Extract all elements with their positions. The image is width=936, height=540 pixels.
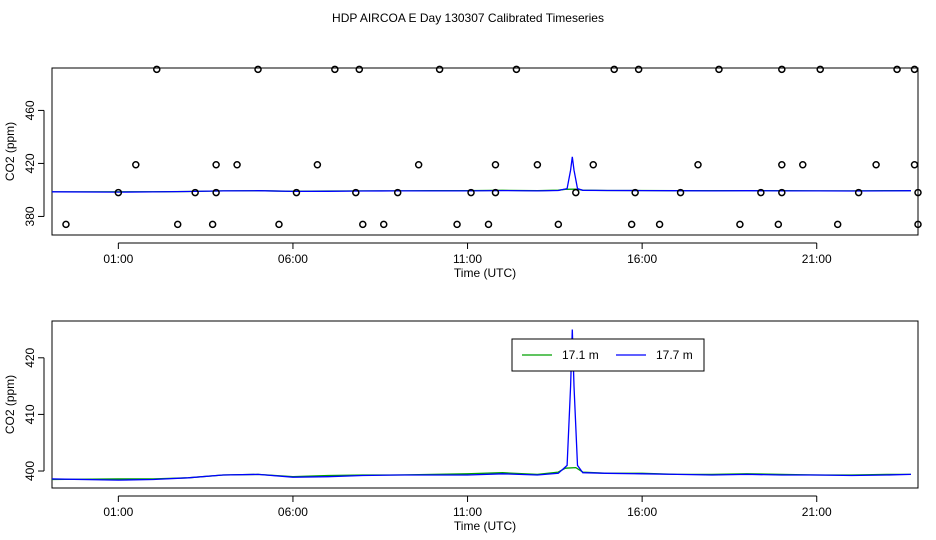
calibration-point xyxy=(627,220,636,229)
calibration-point xyxy=(352,188,360,197)
legend-label: 17.7 m xyxy=(656,348,693,362)
calibration-point xyxy=(275,220,283,229)
calibration-point xyxy=(355,65,364,74)
calibration-point xyxy=(910,65,919,74)
calibration-point xyxy=(313,161,322,169)
plot-frame xyxy=(51,67,919,236)
x-tick-label: 01:00 xyxy=(103,252,133,266)
y-tick-label: 410 xyxy=(23,404,37,424)
y-tick-label: 380 xyxy=(23,206,37,226)
calibration-point xyxy=(610,65,618,74)
calibration-point xyxy=(778,65,786,74)
calibration-point xyxy=(778,188,786,197)
series-line-blue xyxy=(52,156,912,193)
x-axis-title: Time (UTC) xyxy=(454,266,516,280)
top-panel: 01:00 06:00 11:00 16:00 21:00 Time (UTC) 380 42… xyxy=(3,65,922,280)
calibration-point xyxy=(634,65,643,74)
calibration-point xyxy=(114,188,123,197)
calibration-point xyxy=(533,161,542,169)
calibration-point xyxy=(254,65,262,74)
legend-label: 17.1 m xyxy=(562,348,599,362)
calibration-point xyxy=(631,188,639,197)
calibration-point xyxy=(655,220,664,229)
calibration-point xyxy=(715,65,723,74)
y-tick-label: 400 xyxy=(23,461,37,481)
calibration-point xyxy=(833,220,842,229)
calibration-point xyxy=(491,161,500,169)
x-tick-label: 06:00 xyxy=(278,252,308,266)
calibration-point xyxy=(212,161,220,169)
calibration-point xyxy=(62,220,70,229)
calibration-point xyxy=(467,188,475,197)
x-tick-label: 11:00 xyxy=(453,252,482,266)
calibration-point xyxy=(292,188,301,197)
calibration-point xyxy=(799,161,807,169)
x-tick-label: 16:00 xyxy=(627,252,657,266)
calibration-point xyxy=(393,188,402,197)
calibration-point xyxy=(914,220,922,229)
calibration-point xyxy=(359,220,367,229)
calibration-point xyxy=(233,161,241,169)
x-tick-label: 01:00 xyxy=(103,505,133,519)
calibration-point xyxy=(212,188,220,197)
calibration-point xyxy=(153,65,161,74)
calibration-point xyxy=(512,65,521,74)
chart-title: HDP AIRCOA E Day 130307 Calibrated Times… xyxy=(332,11,604,25)
y-tick-label: 420 xyxy=(23,347,37,367)
calibration-point xyxy=(132,161,140,169)
calibration-point xyxy=(736,220,744,229)
y-tick-label: 460 xyxy=(23,100,37,120)
calibration-point xyxy=(774,220,783,229)
calibration-point xyxy=(854,188,863,197)
x-tick-label: 11:00 xyxy=(453,505,482,519)
calibration-point xyxy=(910,161,919,169)
x-tick-label: 06:00 xyxy=(278,505,308,519)
calibration-point xyxy=(173,220,182,229)
calibration-point xyxy=(491,188,500,197)
calibration-point xyxy=(816,65,824,74)
calibration-point xyxy=(694,161,702,169)
calibration-point xyxy=(778,161,786,169)
plot-frame xyxy=(51,320,919,489)
y-axis-title: CO2 (ppm) xyxy=(3,122,17,181)
calibration-point xyxy=(331,65,339,74)
calibration-point xyxy=(453,220,461,229)
calibration-point xyxy=(435,65,444,74)
calibration-point xyxy=(554,220,563,229)
calibration-point xyxy=(757,188,765,197)
calibration-point xyxy=(893,65,901,74)
x-tick-label: 21:00 xyxy=(802,505,832,519)
calibration-point xyxy=(379,220,388,229)
calibration-point xyxy=(676,188,685,197)
calibration-point xyxy=(414,161,423,169)
y-tick-label: 420 xyxy=(23,153,37,173)
calibration-point xyxy=(572,188,580,197)
x-tick-label: 16:00 xyxy=(627,505,657,519)
series-line-blue xyxy=(52,329,912,481)
x-axis-title: Time (UTC) xyxy=(454,519,516,533)
calibration-point xyxy=(484,220,493,229)
calibration-point xyxy=(589,161,597,169)
calibration-point xyxy=(208,220,217,229)
calibration-point xyxy=(914,188,922,197)
calibration-point xyxy=(872,161,880,169)
bottom-panel: 01:00 06:00 11:00 16:00 21:00 Time (UTC) 400 41… xyxy=(3,320,919,533)
calibration-point xyxy=(191,188,199,197)
y-axis-title: CO2 (ppm) xyxy=(3,375,17,434)
x-tick-label: 21:00 xyxy=(802,252,832,266)
